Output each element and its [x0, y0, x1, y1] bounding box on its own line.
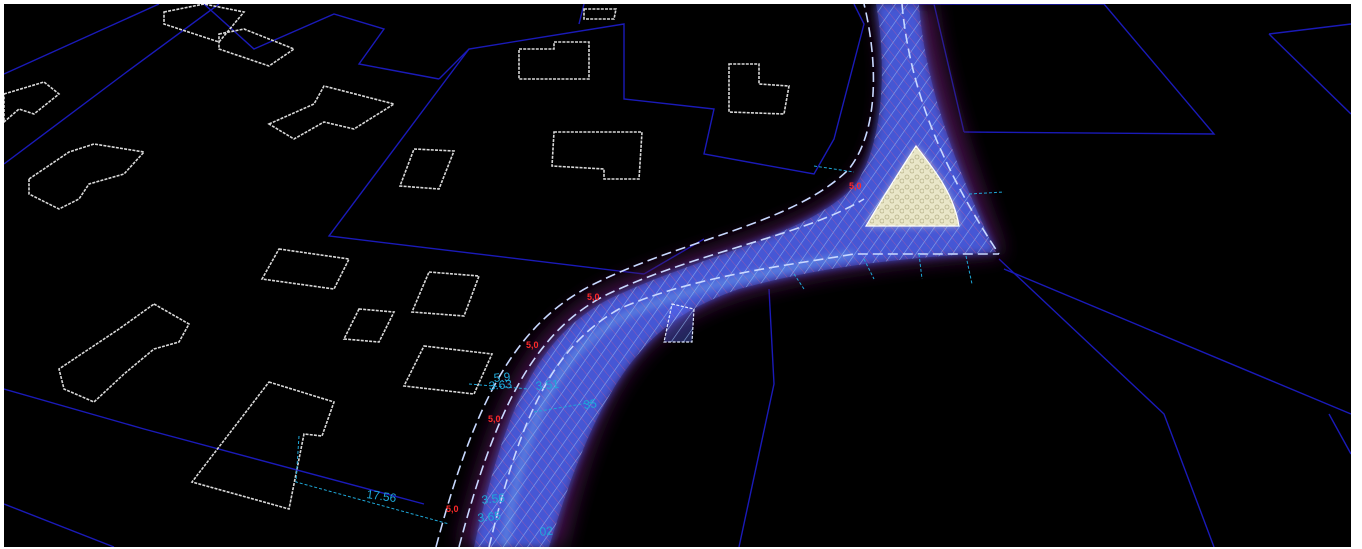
- building-outline: [58, 303, 191, 403]
- traffic-island: [864, 144, 960, 227]
- road-edge-left: [435, 4, 875, 547]
- road-edge-inner: [901, 4, 1000, 255]
- road-edge-center: [458, 198, 865, 547]
- parcel-line: [4, 4, 220, 165]
- dimension-line: [533, 401, 595, 413]
- dimension-line: [793, 273, 805, 290]
- parcel-line: [1268, 23, 1351, 35]
- dimension-line: [468, 383, 530, 390]
- dimension-label: 3.56: [481, 491, 506, 507]
- building-outline: [218, 28, 296, 67]
- building-outline: [190, 381, 336, 511]
- building-outline: [551, 131, 643, 180]
- dimension-label: 3.51: [535, 377, 560, 393]
- building-outline: [260, 248, 351, 290]
- cad-viewport[interactable]: 17.56 3.56 3.65 02 3.63 5.9 3.51 35 5,0 …: [4, 4, 1351, 547]
- dimension-label: 3.65: [477, 509, 502, 525]
- level-mark: 5,0: [587, 292, 600, 302]
- building-outline: [4, 81, 61, 124]
- building-outline: [728, 63, 790, 115]
- road-edge-right: [488, 253, 999, 547]
- dimension-label: 35: [582, 396, 597, 412]
- building-outline: [398, 148, 456, 190]
- level-mark: 5,0: [446, 504, 459, 514]
- dimension-line: [965, 255, 973, 285]
- parcel-line: [4, 388, 425, 505]
- parcel-line: [933, 4, 965, 133]
- dimension-labels: 17.56 3.56 3.65 02 3.63 5.9 3.51 35: [366, 370, 598, 539]
- parcel-line: [894, 4, 1216, 135]
- dimension-lines: [295, 165, 1005, 525]
- parcel-line: [998, 258, 1215, 547]
- parcel-line: [4, 503, 115, 547]
- dimension-label: 02: [539, 524, 554, 539]
- parcel-line: [203, 4, 440, 80]
- building-outline: [583, 8, 617, 20]
- level-mark: 5,0: [849, 181, 862, 191]
- site-plan-3d-view[interactable]: 17.56 3.56 3.65 02 3.63 5.9 3.51 35 5,0 …: [4, 4, 1351, 547]
- buildings: [4, 4, 790, 511]
- parcel-line: [1328, 413, 1351, 455]
- dimension-line: [863, 258, 875, 280]
- parcel-boundaries: [4, 4, 1351, 547]
- dimension-label: 3.63: [488, 377, 513, 393]
- level-mark: 5,0: [526, 340, 539, 350]
- level-marks: 5,0 5,0 5,0 5,0 5,0: [446, 181, 862, 514]
- dimension-line: [918, 253, 923, 280]
- building-outline: [267, 85, 397, 140]
- parcel-line: [738, 288, 775, 547]
- dimension-line: [968, 191, 1005, 195]
- dimension-label: 5.9: [493, 370, 511, 385]
- building-outline: [163, 4, 246, 43]
- driveway-stub: [663, 303, 695, 343]
- building-outline: [402, 345, 494, 395]
- building-outline: [410, 271, 481, 317]
- parcel-line: [1003, 268, 1351, 415]
- level-mark: 5,0: [488, 414, 501, 424]
- building-outline: [518, 41, 590, 80]
- dimension-line: [295, 435, 450, 525]
- building-outline: [28, 143, 146, 210]
- parcel-line: [578, 4, 585, 25]
- parcel-line: [438, 4, 865, 175]
- dimension-label: 17.56: [366, 487, 398, 505]
- road-edges: [435, 4, 1000, 547]
- building-outline: [342, 308, 396, 343]
- parcel-line: [327, 48, 645, 275]
- parcel-line: [1268, 33, 1351, 115]
- dimension-line: [813, 165, 855, 173]
- parcel-line: [4, 4, 160, 75]
